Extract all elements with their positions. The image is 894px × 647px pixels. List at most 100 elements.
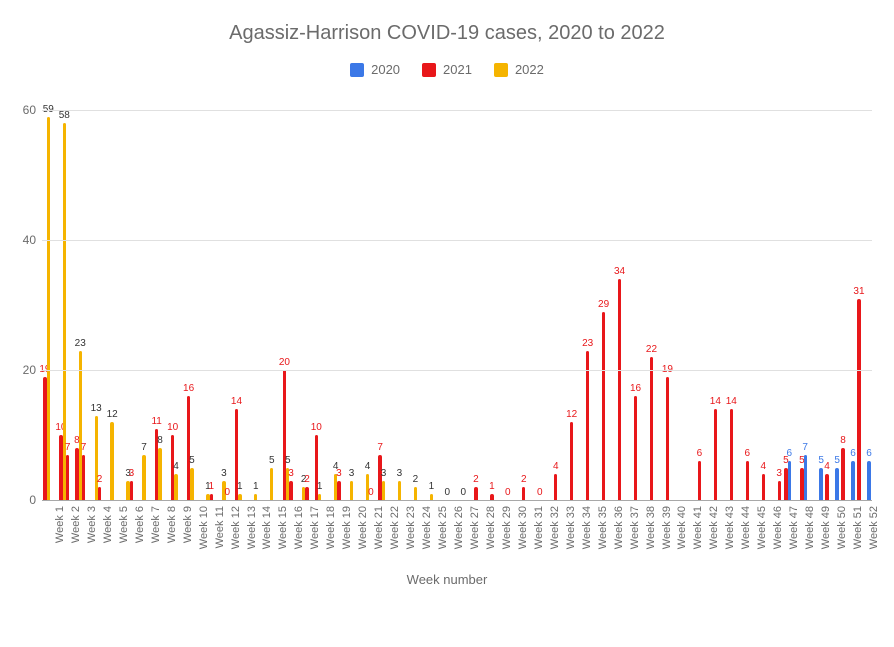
bar [602, 312, 605, 501]
bar [841, 448, 844, 500]
x-tick-label: Week 10 [198, 506, 210, 549]
data-label: 3 [336, 469, 342, 479]
x-tick-label: Week 31 [533, 506, 545, 549]
data-label: 0 [537, 488, 543, 498]
legend-item: 2021 [422, 62, 472, 77]
legend-item: 2020 [350, 62, 400, 77]
y-tick-label: 20 [12, 363, 36, 377]
data-label: 7 [802, 443, 808, 453]
bar [666, 377, 669, 501]
bar [570, 422, 573, 500]
data-label: 14 [726, 397, 737, 407]
bar [337, 481, 340, 501]
data-label: 5 [834, 456, 840, 466]
x-tick-label: Week 44 [740, 506, 752, 549]
data-label: 1 [489, 482, 495, 492]
y-tick-label: 60 [12, 103, 36, 117]
bar [47, 117, 50, 501]
data-label: 0 [445, 488, 451, 498]
bar [650, 357, 653, 500]
data-label: 4 [553, 462, 559, 472]
data-label: 10 [311, 423, 322, 433]
bar [474, 487, 477, 500]
x-tick-label: Week 22 [389, 506, 401, 549]
data-label: 2 [413, 475, 419, 485]
chart-title: Agassiz-Harrison COVID-19 cases, 2020 to… [0, 22, 894, 45]
x-tick-label: Week 12 [230, 506, 242, 549]
data-label: 2 [97, 475, 103, 485]
x-tick-label: Week 51 [852, 506, 864, 549]
bar [788, 461, 791, 500]
data-label: 3 [221, 469, 227, 479]
bar [698, 461, 701, 500]
data-label: 34 [614, 267, 625, 277]
bar [867, 461, 870, 500]
bar [825, 474, 828, 500]
bar [66, 455, 69, 501]
data-label: 5 [818, 456, 824, 466]
x-tick-label: Week 21 [373, 506, 385, 549]
x-tick-label: Week 27 [469, 506, 481, 549]
bar [851, 461, 854, 500]
x-tick-label: Week 3 [86, 506, 98, 543]
data-label: 16 [630, 384, 641, 394]
bar [522, 487, 525, 500]
bar [174, 474, 177, 500]
bar [634, 396, 637, 500]
plot-area: 1959105878237132123371181041651130141152… [42, 110, 872, 500]
bar [98, 487, 101, 500]
x-tick-label: Week 26 [453, 506, 465, 549]
covid-chart: Agassiz-Harrison COVID-19 cases, 2020 to… [0, 0, 894, 647]
data-label: 2 [304, 475, 310, 485]
data-label: 5 [269, 456, 275, 466]
data-label: 3 [349, 469, 355, 479]
x-tick-label: Week 9 [182, 506, 194, 543]
data-label: 7 [377, 443, 383, 453]
grid-line [42, 500, 872, 501]
data-label: 0 [224, 488, 230, 498]
x-tick-label: Week 14 [261, 506, 273, 549]
bars-layer: 1959105878237132123371181041651130141152… [42, 110, 872, 500]
x-tick-label: Week 40 [676, 506, 688, 549]
data-label: 8 [157, 436, 163, 446]
x-tick-label: Week 13 [246, 506, 258, 549]
bar [382, 481, 385, 501]
bar [554, 474, 557, 500]
data-label: 1 [208, 482, 214, 492]
bar [804, 455, 807, 501]
data-label: 0 [505, 488, 511, 498]
data-label: 29 [598, 300, 609, 310]
data-label: 4 [365, 462, 371, 472]
data-label: 4 [173, 462, 179, 472]
data-label: 16 [183, 384, 194, 394]
x-tick-label: Week 41 [692, 506, 704, 549]
data-label: 3 [129, 469, 135, 479]
legend-swatch [350, 63, 364, 77]
x-tick-label: Week 45 [756, 506, 768, 549]
data-label: 3 [397, 469, 403, 479]
x-tick-label: Week 39 [661, 506, 673, 549]
data-label: 3 [288, 469, 294, 479]
data-label: 6 [697, 449, 703, 459]
x-tick-label: Week 25 [437, 506, 449, 549]
data-label: 10 [167, 423, 178, 433]
x-tick-label: Week 28 [485, 506, 497, 549]
bar [305, 487, 308, 500]
x-tick-label: Week 35 [597, 506, 609, 549]
legend-label: 2020 [371, 62, 400, 77]
data-label: 1 [237, 482, 243, 492]
data-label: 20 [279, 358, 290, 368]
x-tick-label: Week 43 [724, 506, 736, 549]
x-tick-label: Week 49 [820, 506, 832, 549]
bar [130, 481, 133, 501]
bar [746, 461, 749, 500]
x-tick-label: Week 7 [150, 506, 162, 543]
bar [398, 481, 401, 501]
data-label: 2 [521, 475, 527, 485]
data-label: 12 [107, 410, 118, 420]
x-tick-label: Week 20 [357, 506, 369, 549]
bar [586, 351, 589, 501]
data-label: 8 [840, 436, 846, 446]
data-label: 12 [566, 410, 577, 420]
x-tick-label: Week 2 [70, 506, 82, 543]
